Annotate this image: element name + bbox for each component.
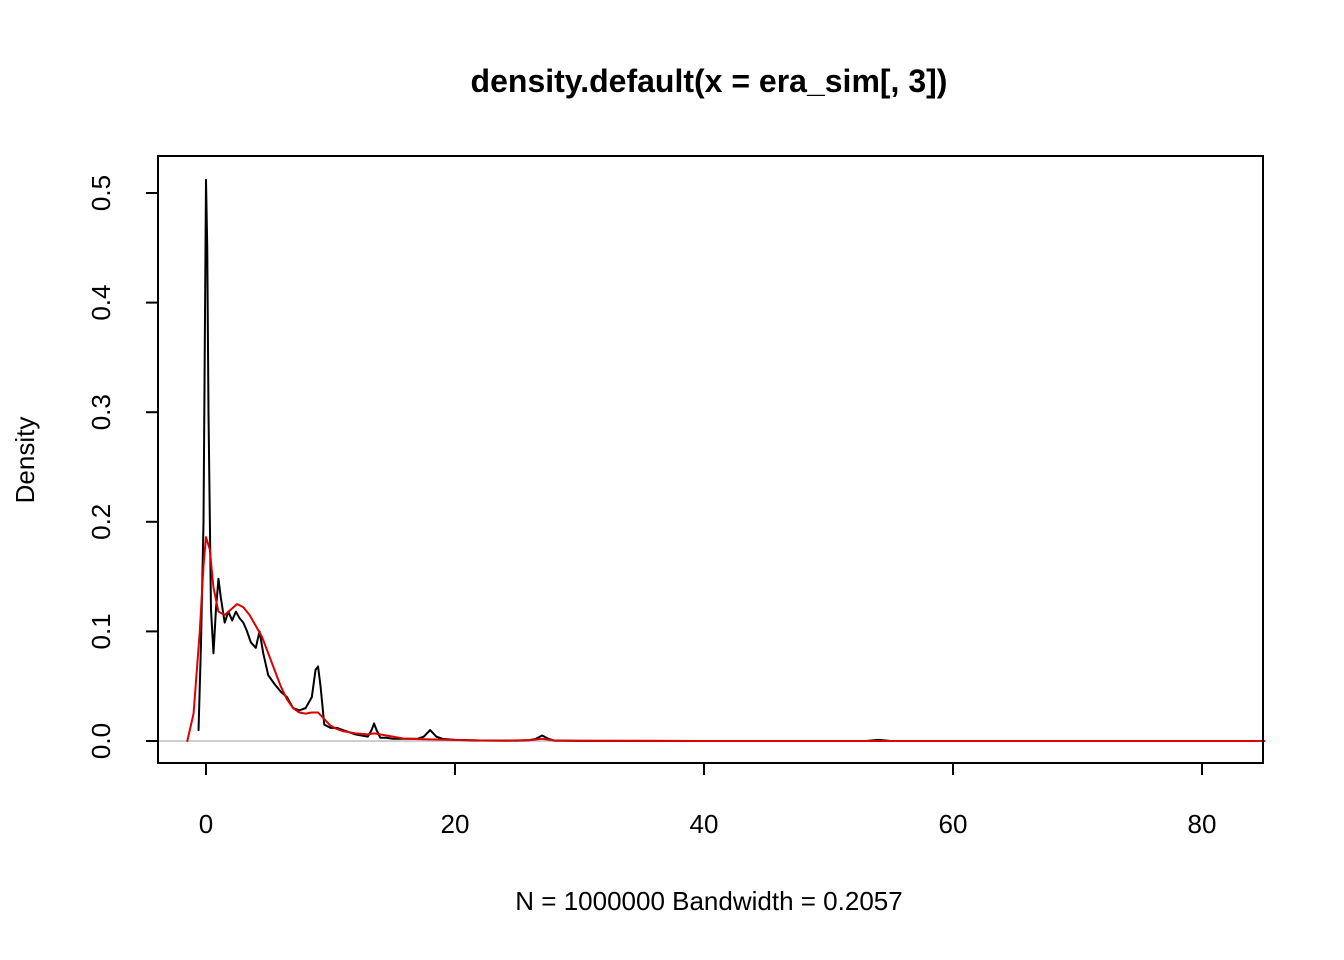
x-tick-label: 60 [939, 809, 968, 839]
y-tick-label: 0.5 [86, 175, 116, 211]
y-axis: 0.0 0.1 0.2 0.3 0.4 0.5 [86, 175, 159, 759]
y-tick-label: 0.2 [86, 504, 116, 540]
x-axis: 0 20 40 60 80 [199, 762, 1217, 839]
x-tick-label: 40 [690, 809, 719, 839]
y-tick-label: 0.1 [86, 613, 116, 649]
x-axis-label: N = 1000000 Bandwidth = 0.2057 [515, 886, 902, 916]
y-tick-label: 0.0 [86, 723, 116, 759]
x-tick-label: 0 [199, 809, 213, 839]
series-layer [186, 178, 1266, 742]
y-axis-label: Density [10, 417, 40, 504]
chart-title: density.default(x = era_sim[, 3]) [471, 63, 948, 99]
x-tick-label: 80 [1188, 809, 1217, 839]
x-tick-label: 20 [441, 809, 470, 839]
density-curve-black [197, 178, 1266, 742]
density-curve-red [186, 536, 1266, 742]
y-tick-label: 0.3 [86, 394, 116, 430]
plot-frame [157, 155, 1264, 764]
y-tick-label: 0.4 [86, 285, 116, 321]
